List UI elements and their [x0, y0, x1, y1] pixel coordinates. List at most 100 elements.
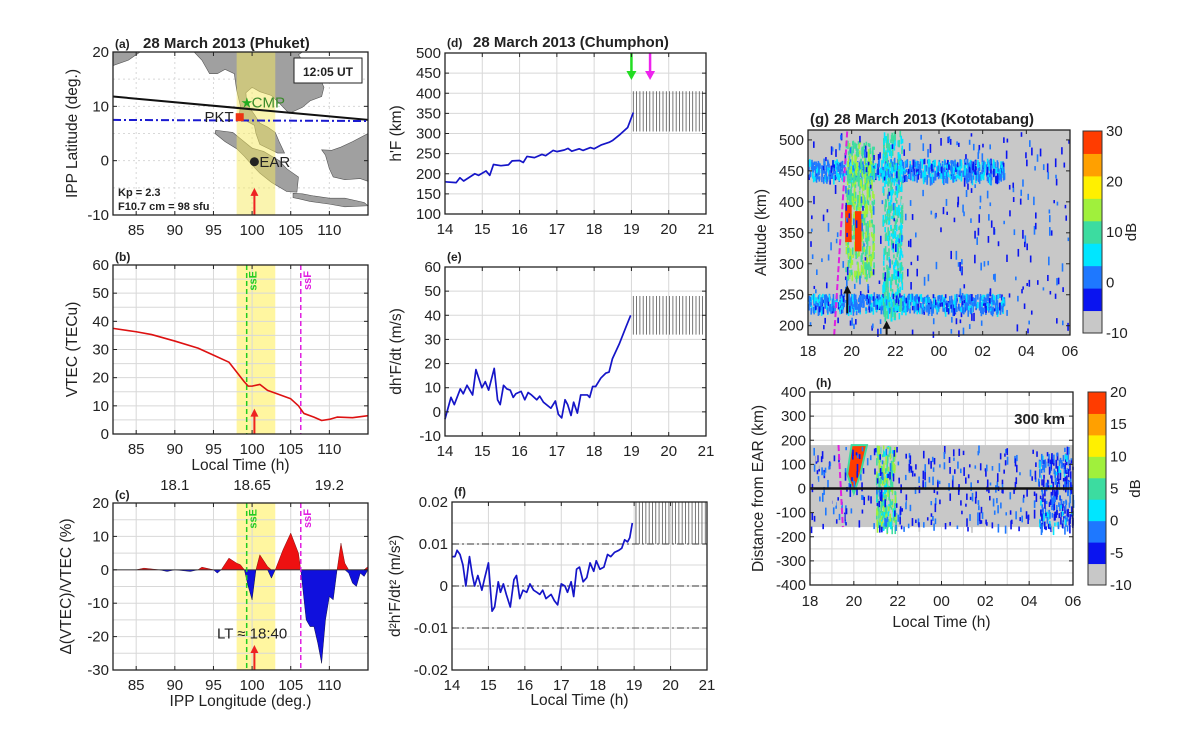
scatter-noise: [1026, 488, 1028, 497]
echo-240km: [810, 307, 813, 315]
plume-1: [853, 234, 855, 240]
scatter-noise: [823, 486, 825, 495]
plume-3: [885, 296, 888, 300]
scatter-noise: [963, 211, 965, 217]
late-echoes: [1054, 489, 1056, 498]
plume-1: [861, 164, 863, 173]
echo-240km: [992, 306, 994, 315]
plume-3: [900, 305, 903, 312]
echo-450km: [918, 164, 920, 168]
plume-1: [860, 158, 862, 165]
plume-streak: [889, 499, 892, 508]
scatter-noise: [1048, 215, 1051, 223]
echo-240km: [880, 302, 882, 311]
scatter-noise: [859, 135, 861, 143]
echo-450km: [903, 167, 906, 174]
scatter-noise: [818, 462, 820, 469]
late-echoes: [1071, 506, 1073, 513]
scatter-noise: [1049, 227, 1051, 236]
echo-450km: [831, 165, 833, 170]
scatter-noise: [892, 202, 895, 211]
echo-240km: [841, 303, 843, 308]
late-echoes: [1069, 518, 1071, 524]
scatter-noise: [884, 277, 886, 282]
plume-streak: [889, 453, 892, 459]
scatter-noise: [879, 492, 882, 502]
echo-240km: [927, 307, 930, 316]
echo-450km: [993, 169, 996, 176]
scatter-noise: [916, 268, 919, 277]
scatter-noise: [952, 475, 954, 481]
scatter-noise: [992, 498, 995, 507]
scatter-noise: [815, 453, 818, 462]
scatter-noise: [911, 470, 914, 477]
echo-450km: [947, 171, 950, 178]
scatter-noise: [938, 273, 941, 279]
echo-240km: [993, 296, 996, 304]
echo-450km: [992, 159, 995, 169]
echo-240km: [993, 308, 996, 312]
scatter-noise: [1066, 446, 1069, 455]
echo-240km: [860, 294, 863, 298]
echo-450km: [821, 176, 823, 183]
scatter-noise: [911, 329, 914, 335]
echo-240km: [926, 296, 929, 304]
plume-1: [864, 174, 866, 184]
echo-240km: [1001, 306, 1004, 313]
vtec-line: [112, 327, 369, 422]
plume-3: [890, 197, 893, 203]
plume-streak: [892, 508, 895, 517]
plume-3: [891, 178, 893, 185]
plume-3: [901, 225, 903, 229]
kp-label: Kp = 2.3: [118, 187, 161, 199]
echo-450km: [874, 163, 877, 170]
echo-240km: [965, 299, 967, 308]
echo-450km: [836, 159, 838, 163]
scatter-noise: [915, 464, 917, 470]
panel-label: (a): [115, 37, 130, 51]
scatter-noise: [911, 518, 914, 526]
scatter-noise: [834, 185, 837, 194]
echo-240km: [936, 308, 939, 313]
plume-1: [853, 223, 856, 232]
plume-3: [889, 199, 892, 206]
plume-3: [900, 167, 903, 173]
plume-1: [859, 179, 862, 187]
scatter-noise: [862, 495, 864, 501]
top-x-tick-label: 18.65: [233, 477, 271, 494]
scatter-noise: [1069, 474, 1071, 481]
plume-3: [896, 207, 899, 211]
scatter-noise: [903, 175, 906, 183]
plume-streak: [875, 512, 878, 520]
echo-240km: [829, 303, 832, 311]
scatter-noise: [946, 211, 948, 215]
plume-1: [851, 155, 854, 164]
scatter-noise: [861, 213, 863, 219]
echo-450km: [908, 172, 911, 179]
scatter-noise: [856, 488, 858, 496]
plume-streak: [891, 450, 894, 454]
plume-1: [857, 194, 859, 204]
scatter-noise: [970, 133, 973, 137]
plume-3: [883, 285, 886, 293]
plume-streak: [889, 446, 892, 454]
scatter-noise: [837, 497, 839, 501]
echo-240km: [968, 294, 970, 303]
echo-450km: [917, 161, 919, 166]
scatter-noise: [856, 471, 858, 478]
y-tick-label: 40: [92, 313, 109, 330]
echo-240km: [942, 304, 944, 312]
late-echoes: [1047, 458, 1050, 464]
echo-240km: [828, 304, 831, 312]
y-tick-label: -0.01: [414, 620, 448, 637]
scatter-noise: [932, 318, 935, 325]
scatter-noise: [845, 508, 848, 515]
scatter-noise: [978, 144, 981, 151]
plume-3: [898, 139, 900, 148]
late-echoes: [1050, 525, 1052, 533]
scatter-noise: [824, 317, 826, 324]
panel-f: [451, 501, 708, 671]
echo-240km: [987, 293, 990, 300]
scatter-noise: [1034, 166, 1036, 171]
colorbar-segment: [1088, 434, 1106, 457]
